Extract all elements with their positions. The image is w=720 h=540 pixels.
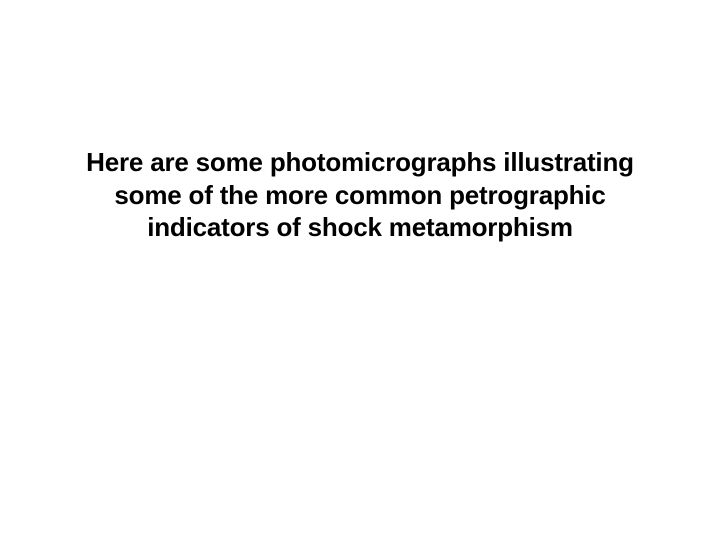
- title-block: Here are some photomicrographs illustrat…: [60, 146, 660, 244]
- slide-title-text: Here are some photomicrographs illustrat…: [60, 146, 660, 244]
- slide-container: Here are some photomicrographs illustrat…: [0, 0, 720, 540]
